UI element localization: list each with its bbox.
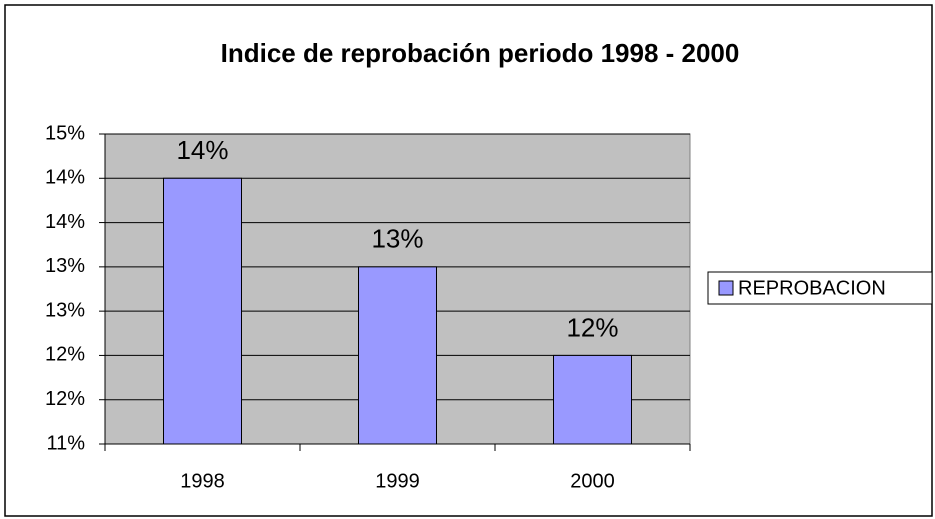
y-tick-label: 15%	[45, 122, 85, 144]
data-label: 13%	[371, 224, 423, 254]
bar	[163, 177, 242, 445]
legend-label: REPROBACION	[738, 277, 886, 299]
legend-box	[707, 271, 933, 305]
bar	[358, 266, 437, 445]
y-tick-label: 12%	[45, 388, 85, 410]
y-tick-label: 11%	[46, 432, 85, 454]
y-tick-label: 13%	[45, 255, 85, 277]
data-label: 12%	[566, 312, 618, 342]
y-tick-label: 12%	[45, 344, 85, 366]
x-tick-label: 1999	[375, 470, 420, 492]
y-tick-label: 13%	[45, 299, 85, 321]
x-tick-label: 1998	[180, 470, 225, 492]
legend-swatch	[718, 280, 734, 296]
y-tick-label: 14%	[45, 211, 85, 233]
data-label: 14%	[176, 135, 228, 165]
chart-title: Indice de reprobación periodo 1998 - 200…	[221, 38, 740, 68]
y-tick-label: 14%	[45, 167, 85, 189]
x-tick-label: 2000	[570, 470, 615, 492]
bar	[553, 354, 632, 445]
